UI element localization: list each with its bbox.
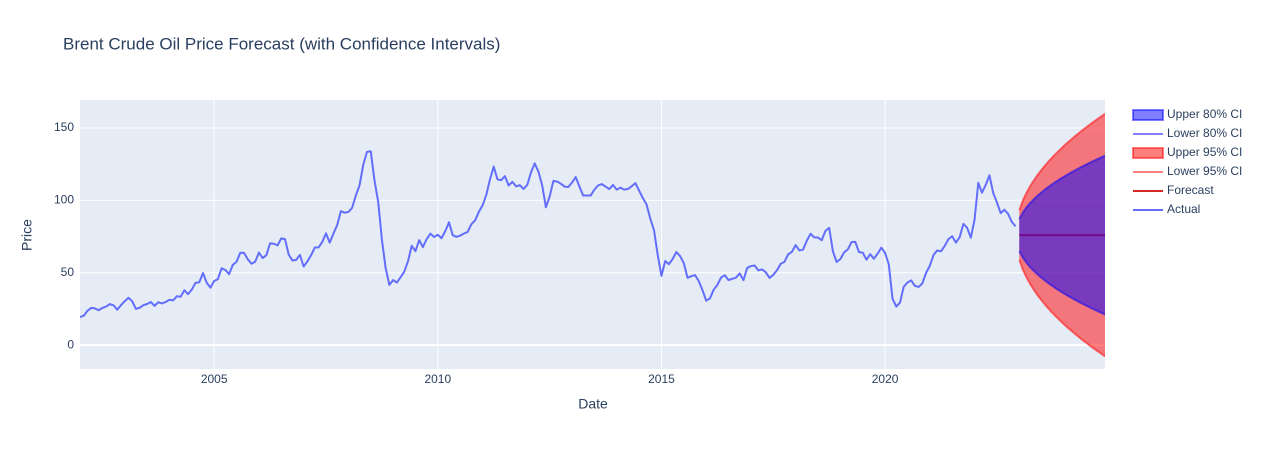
y-axis-title: Price (19, 219, 35, 251)
x-tick-label: 2020 (872, 372, 899, 386)
plot-area (80, 112, 1105, 358)
series-line (1018, 112, 1105, 211)
x-tick-label: 2005 (201, 372, 228, 386)
y-tick-label: 150 (54, 120, 74, 134)
ci-band (1019, 155, 1105, 315)
chart-title: Brent Crude Oil Price Forecast (with Con… (63, 34, 500, 53)
plot-background (80, 100, 1105, 369)
legend-swatch (1132, 109, 1164, 121)
x-axis-title: Date (578, 396, 608, 412)
legend-label: Upper 95% CI (1167, 145, 1242, 159)
legend-label: Forecast (1167, 183, 1214, 197)
series-line (1018, 154, 1105, 220)
series-line (80, 150, 1017, 318)
y-tick-label: 50 (61, 265, 75, 279)
x-tick-label: 2010 (424, 372, 451, 386)
x-tick-label: 2015 (648, 372, 675, 386)
y-tick-label: 0 (67, 337, 74, 351)
legend-label: Lower 95% CI (1167, 164, 1242, 178)
y-tick-label: 100 (54, 193, 74, 207)
legend-swatch (1132, 147, 1164, 159)
legend-label: Upper 80% CI (1167, 107, 1242, 121)
series-line (1018, 250, 1105, 316)
legend-label: Actual (1167, 202, 1200, 216)
legend-label: Lower 80% CI (1167, 126, 1242, 140)
series-line (1018, 259, 1105, 358)
